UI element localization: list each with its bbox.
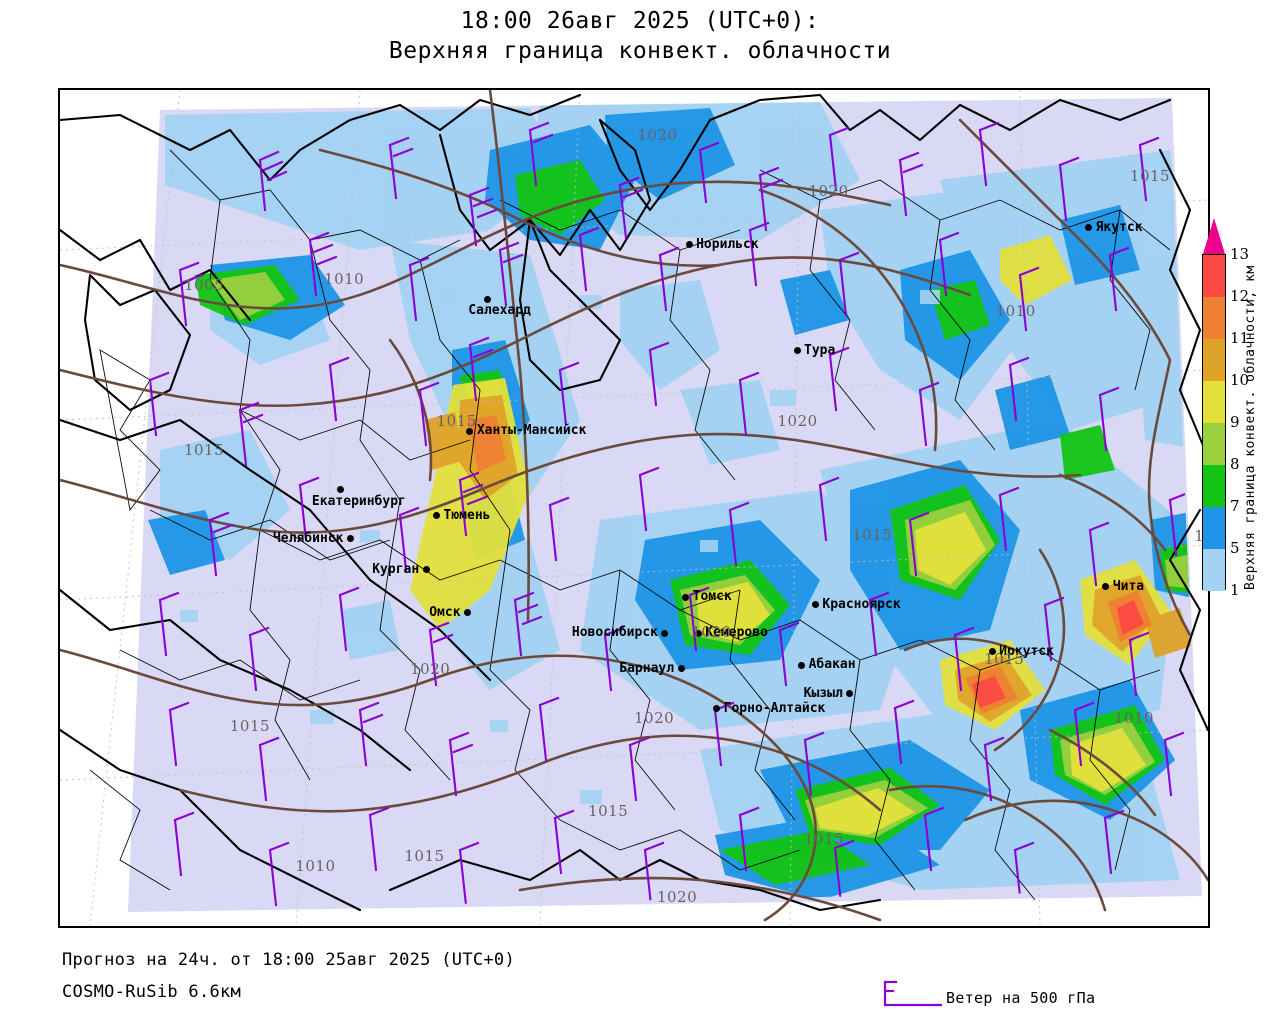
city-dot-icon xyxy=(694,629,702,637)
city-label: Чита xyxy=(1112,578,1145,594)
isobar-label: 1015 xyxy=(852,526,893,545)
city-dot-icon xyxy=(433,512,441,520)
colorbar-tick-label: 9 xyxy=(1230,413,1240,431)
wind-legend-label: Ветер на 500 гПа xyxy=(946,989,1096,1007)
isobar-label: 1020 xyxy=(410,660,451,679)
city-dot-icon xyxy=(846,690,854,698)
isobar-label: 1010 xyxy=(324,269,365,288)
city-label: Кызыл xyxy=(803,685,843,701)
city-label: Екатеринбург xyxy=(311,493,406,509)
isobar-label: 1020 xyxy=(637,125,678,144)
isobar-label: 1020 xyxy=(808,181,849,200)
city-dot-icon xyxy=(466,427,474,435)
city-dot-icon xyxy=(483,295,491,303)
isobar-label: 1010 xyxy=(1113,708,1155,727)
colorbar-tick-label: 10 xyxy=(1230,371,1250,389)
city-label: Челябинск xyxy=(272,530,344,546)
title-valid-time: 18:00 26авг 2025 (UTC+0): xyxy=(460,8,820,34)
colorbar-top-arrow xyxy=(1203,218,1225,254)
city-dot-icon xyxy=(1102,583,1110,591)
isobar-label: 1015 xyxy=(803,829,845,848)
isobar-label: 1020 xyxy=(777,411,818,430)
city-label: Абакан xyxy=(808,657,856,673)
isobar-label: 1015 xyxy=(183,441,225,460)
isobar-label: 1015 xyxy=(436,411,477,430)
city-dot-icon xyxy=(661,629,669,637)
city-label: Томск xyxy=(692,589,732,605)
isobar-label: 1015 xyxy=(588,802,629,821)
city-dot-icon xyxy=(988,648,996,656)
city-dot-icon xyxy=(793,347,801,355)
city-label: Ханты-Мансийск xyxy=(476,423,587,439)
colorbar-tick-label: 7 xyxy=(1230,497,1240,515)
city-dot-icon xyxy=(336,486,344,494)
admin-borders xyxy=(89,149,1171,901)
title-field-name: Верхняя граница конвект. облачности xyxy=(388,38,892,64)
city-label: Новосибирск xyxy=(571,625,658,641)
city-label: Салехард xyxy=(468,303,531,318)
city-dot-icon xyxy=(685,241,693,249)
colorbar-segment xyxy=(1203,465,1225,507)
isobar-label: 1020 xyxy=(634,709,675,728)
isobar-label: 1015 xyxy=(1129,166,1171,185)
colorbar-segment xyxy=(1203,381,1225,423)
city-label: Красноярск xyxy=(822,596,901,612)
graticule xyxy=(60,90,1208,926)
model-info: COSMO-RuSib 6.6км xyxy=(62,982,242,1002)
colorbar-segment xyxy=(1203,423,1225,465)
weather-map[interactable]: Норильск Якутск Салехард Тура Ханты-Мансийск… xyxy=(58,88,1210,928)
city-dot-icon xyxy=(682,593,690,601)
city-dot-icon xyxy=(1085,224,1093,232)
colorbar: 13 12 11 10 9 8 7 5 1 xyxy=(1198,218,1280,598)
city-dot-icon xyxy=(422,566,430,574)
city-label: Омск xyxy=(429,604,461,620)
wind-barb-icon xyxy=(883,980,942,1007)
city-label: Горно-Алтайск xyxy=(723,700,826,716)
city-dot-icon xyxy=(464,609,472,616)
city-label: Норильск xyxy=(696,236,759,252)
isobar-label: 1010 xyxy=(295,857,336,876)
colorbar-tick-label: 5 xyxy=(1230,539,1240,557)
colorbar-tick-label: 1 xyxy=(1230,581,1240,599)
city-label: Якутск xyxy=(1095,219,1143,235)
colorbar-tick-label: 11 xyxy=(1230,329,1250,347)
colorbar-axis-title: Верхняя граница конвект. облачности, км xyxy=(1243,265,1258,591)
footer: Прогноз на 24ч. от 18:00 25авг 2025 (UTC… xyxy=(0,940,1280,1024)
forecast-info: Прогноз на 24ч. от 18:00 25авг 2025 (UTC… xyxy=(62,950,515,970)
colorbar-tick-label: 12 xyxy=(1230,287,1250,305)
isobar-label: 1015 xyxy=(229,717,271,735)
colorbar-tick-label: 8 xyxy=(1230,455,1240,473)
colorbar-segment xyxy=(1203,255,1225,297)
city-label: Кемерово xyxy=(705,625,768,641)
colorbar-segment xyxy=(1203,339,1225,381)
map-canvas xyxy=(60,90,1208,926)
isobar-label: 1015 xyxy=(404,846,445,865)
cloud-top-height-field xyxy=(148,102,1200,900)
city-label: Тюмень xyxy=(443,507,491,523)
colorbar-gradient xyxy=(1202,254,1226,591)
colorbar-segment xyxy=(1203,507,1225,549)
city-dot-icon xyxy=(346,535,354,543)
city-label: Тура xyxy=(804,342,836,358)
city-dot-icon xyxy=(798,661,806,669)
city-dot-icon xyxy=(677,665,685,672)
page-title: 18:00 26авг 2025 (UTC+0): Верхняя границ… xyxy=(0,6,1280,66)
isobars xyxy=(60,90,1208,922)
city-label: Барнаул xyxy=(619,660,675,676)
colorbar-segment xyxy=(1203,297,1225,339)
wind-legend: Ветер на 500 гПа xyxy=(878,978,1238,1014)
city-dot-icon xyxy=(713,705,721,713)
isobar-label: 1015 xyxy=(984,650,1025,669)
wind-barbs xyxy=(130,121,1200,907)
city-label: Иркутск xyxy=(999,643,1054,659)
isobar-label: 1005 xyxy=(183,275,225,294)
colorbar-tick-label: 13 xyxy=(1230,245,1250,263)
city-label: Курган xyxy=(372,561,420,577)
isobar-label: 1020 xyxy=(656,888,698,907)
city-dot-icon xyxy=(811,601,819,609)
isobar-label: 1010 xyxy=(995,302,1036,321)
colorbar-segment xyxy=(1203,549,1225,591)
isobar-label: 1020 xyxy=(691,623,732,642)
